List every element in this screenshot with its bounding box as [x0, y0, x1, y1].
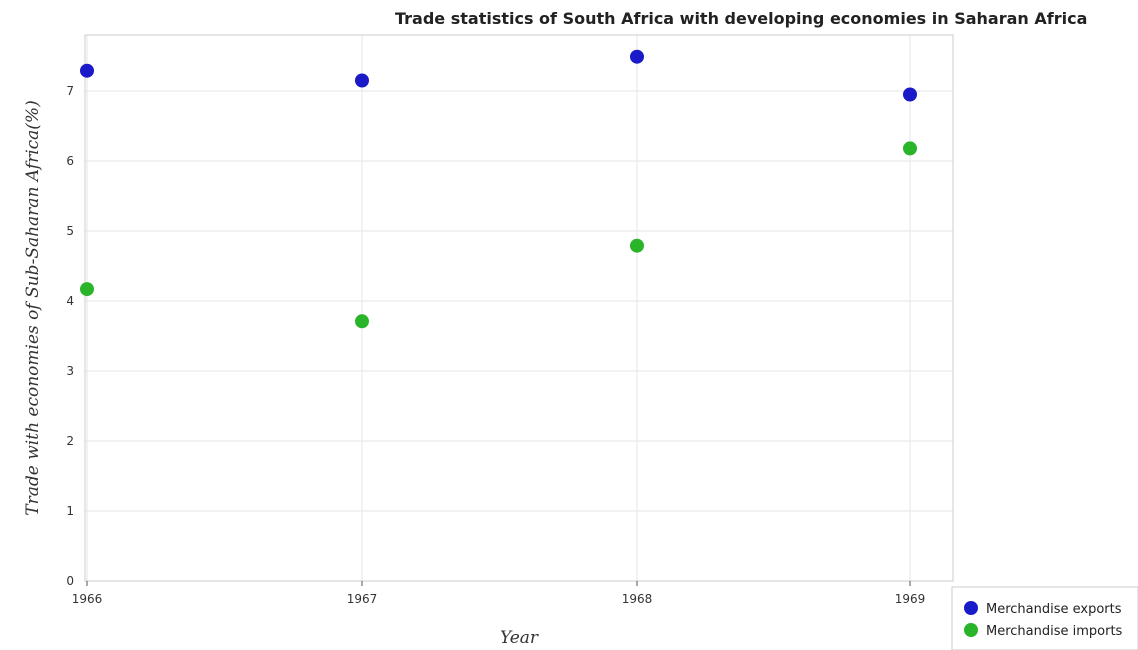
y-tick-label: 5 [66, 224, 74, 238]
imports-point-1967 [355, 314, 369, 329]
plot-frame [84, 34, 954, 582]
y-tick-label: 2 [66, 434, 74, 448]
exports-point-1968 [630, 49, 644, 64]
y-axis: 0 1 2 3 4 5 6 7 [66, 84, 74, 588]
chart-title: Trade statistics of South Africa with de… [395, 9, 1087, 28]
data-points [80, 49, 917, 329]
legend-marker-imports [964, 623, 978, 637]
y-tick-label: 7 [66, 84, 74, 98]
x-tick-label: 1966 [72, 592, 103, 606]
y-tick-label: 3 [66, 364, 74, 378]
exports-point-1967 [355, 73, 369, 88]
legend: Merchandise exports Merchandise imports [951, 586, 1138, 650]
x-axis-label: Year [500, 628, 539, 648]
x-tick-label: 1969 [895, 592, 926, 606]
x-tick-label: 1968 [622, 592, 653, 606]
y-tick-label: 0 [66, 574, 74, 588]
legend-box [951, 586, 1138, 650]
imports-point-1968 [630, 238, 644, 253]
imports-point-1966 [80, 282, 94, 297]
legend-marker-exports [964, 601, 978, 615]
y-axis-label: Trade with economies of Sub-Saharan Afri… [23, 100, 43, 515]
y-tick-label: 6 [66, 154, 74, 168]
y-tick-label: 1 [66, 504, 74, 518]
x-axis: 1966 1967 1968 1969 [72, 581, 926, 606]
exports-point-1969 [903, 87, 917, 102]
legend-label-imports: Merchandise imports [986, 624, 1123, 639]
exports-point-1966 [80, 63, 94, 78]
grid [85, 35, 953, 582]
y-tick-label: 4 [66, 294, 74, 308]
x-tick-label: 1967 [347, 592, 378, 606]
imports-point-1969 [903, 141, 917, 156]
legend-label-exports: Merchandise exports [986, 602, 1122, 617]
